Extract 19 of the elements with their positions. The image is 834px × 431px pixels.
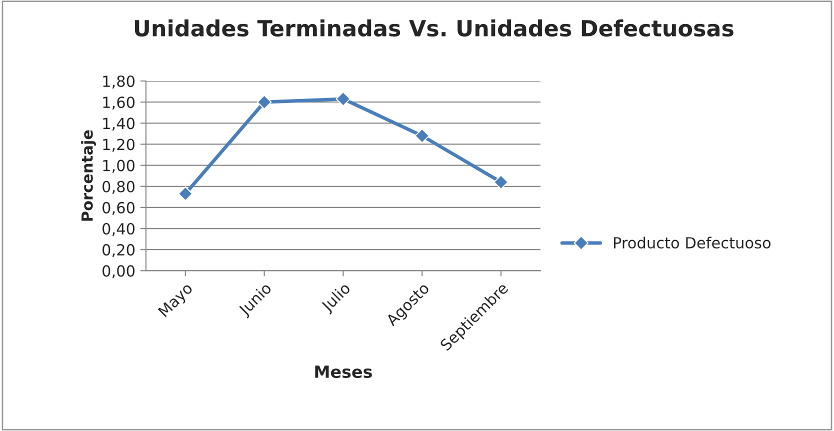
- y-tick-label: 1,80: [103, 75, 135, 89]
- y-tick-label: 0,60: [102, 202, 135, 216]
- chart-title: Unidades Terminadas Vs. Unidades Defectuosas: [134, 19, 734, 37]
- y-tick-label: 1,40: [103, 118, 135, 131]
- y-tick-label: 0,00: [102, 265, 135, 278]
- y-tick-label: 0,20: [102, 244, 135, 258]
- y-axis-title: Porcentaje: [81, 130, 96, 221]
- legend-label: Producto Defectuoso: [614, 236, 771, 249]
- y-tick-label: 1,20: [103, 138, 135, 152]
- y-tick-label: 0,40: [102, 222, 135, 236]
- y-tick-label: 1,60: [103, 96, 135, 110]
- point: [178, 186, 193, 202]
- point: [336, 92, 351, 106]
- point: [494, 174, 508, 190]
- point: [414, 128, 430, 144]
- point: [256, 94, 272, 110]
- x-axis-title: Meses: [315, 366, 372, 378]
- y-tick-label: 1,00: [103, 160, 135, 173]
- y-tick-label: 0,80: [102, 180, 135, 194]
